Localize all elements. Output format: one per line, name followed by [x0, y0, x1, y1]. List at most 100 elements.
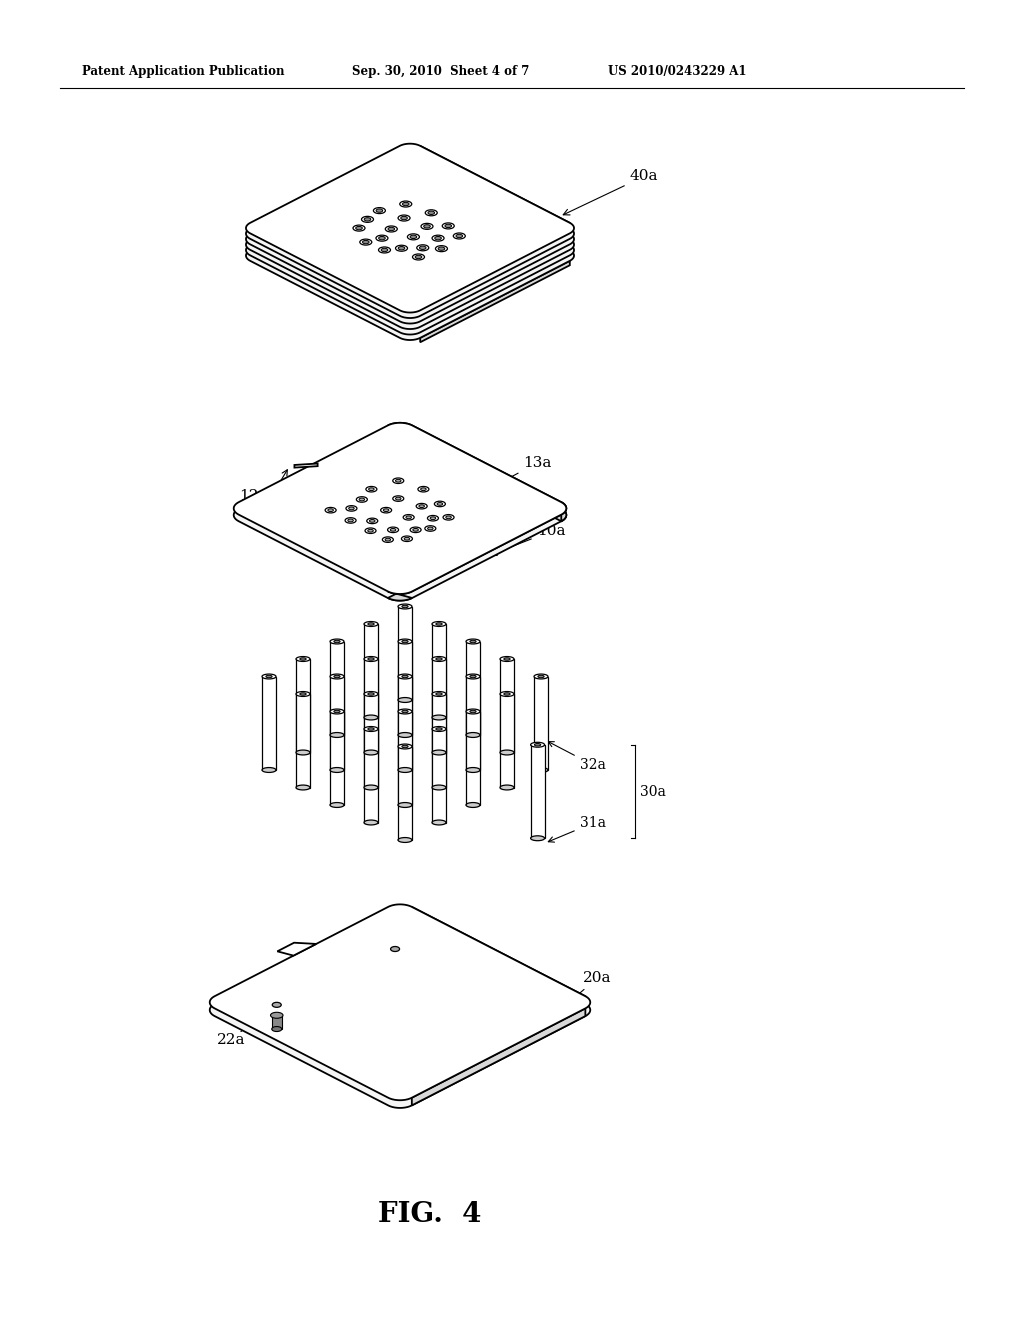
Text: 13a: 13a — [446, 455, 552, 511]
Ellipse shape — [534, 675, 548, 678]
Ellipse shape — [466, 675, 480, 678]
Ellipse shape — [534, 767, 548, 772]
Ellipse shape — [432, 726, 446, 731]
Ellipse shape — [369, 488, 374, 491]
Ellipse shape — [432, 622, 446, 627]
Ellipse shape — [436, 623, 442, 626]
Text: 12a: 12a — [240, 490, 268, 503]
Bar — [500, 694, 514, 788]
Ellipse shape — [388, 227, 394, 231]
Bar — [398, 642, 412, 735]
Ellipse shape — [435, 246, 447, 252]
Ellipse shape — [504, 657, 510, 660]
Ellipse shape — [365, 528, 376, 533]
Ellipse shape — [330, 733, 344, 738]
Polygon shape — [420, 162, 569, 244]
Ellipse shape — [390, 946, 399, 952]
Ellipse shape — [330, 803, 344, 808]
Polygon shape — [420, 173, 569, 255]
Ellipse shape — [398, 215, 410, 220]
Ellipse shape — [398, 605, 412, 609]
Ellipse shape — [366, 487, 377, 492]
Ellipse shape — [364, 820, 378, 825]
Polygon shape — [412, 907, 586, 1005]
Ellipse shape — [330, 675, 344, 678]
Bar — [364, 729, 378, 822]
Ellipse shape — [421, 223, 433, 230]
Ellipse shape — [271, 1027, 282, 1031]
Polygon shape — [246, 160, 574, 329]
Ellipse shape — [420, 246, 426, 249]
Polygon shape — [412, 1008, 586, 1105]
Polygon shape — [246, 149, 574, 318]
Ellipse shape — [398, 767, 412, 772]
Ellipse shape — [359, 498, 365, 500]
Bar — [330, 642, 344, 735]
Ellipse shape — [364, 750, 378, 755]
Ellipse shape — [432, 750, 446, 755]
Ellipse shape — [500, 785, 514, 789]
Ellipse shape — [408, 234, 420, 240]
Polygon shape — [420, 239, 569, 321]
Bar — [271, 1015, 282, 1030]
Ellipse shape — [368, 727, 374, 730]
Ellipse shape — [432, 820, 446, 825]
Ellipse shape — [330, 767, 344, 772]
Ellipse shape — [368, 623, 374, 626]
Ellipse shape — [381, 248, 388, 252]
Ellipse shape — [364, 785, 378, 789]
Polygon shape — [278, 942, 316, 956]
Bar — [330, 711, 344, 805]
Polygon shape — [210, 904, 590, 1101]
Ellipse shape — [436, 727, 442, 730]
Ellipse shape — [466, 709, 480, 714]
Polygon shape — [246, 144, 574, 313]
Ellipse shape — [434, 502, 445, 507]
Ellipse shape — [432, 656, 446, 661]
Ellipse shape — [382, 537, 393, 543]
Polygon shape — [420, 168, 569, 249]
Ellipse shape — [530, 836, 545, 841]
Bar — [432, 624, 446, 718]
Ellipse shape — [418, 487, 429, 492]
Ellipse shape — [401, 676, 409, 677]
Bar — [296, 694, 310, 788]
Ellipse shape — [348, 519, 353, 521]
Ellipse shape — [390, 528, 396, 531]
Ellipse shape — [270, 1012, 283, 1018]
Bar — [398, 747, 412, 840]
Ellipse shape — [410, 235, 417, 239]
Ellipse shape — [355, 227, 362, 230]
Ellipse shape — [364, 715, 378, 719]
Ellipse shape — [398, 247, 404, 249]
Ellipse shape — [328, 508, 334, 512]
Text: US 2010/0243229 A1: US 2010/0243229 A1 — [608, 66, 746, 78]
Ellipse shape — [361, 216, 374, 222]
Ellipse shape — [425, 525, 436, 531]
Ellipse shape — [398, 733, 412, 738]
Ellipse shape — [398, 697, 412, 702]
Ellipse shape — [334, 710, 340, 713]
Ellipse shape — [438, 247, 444, 251]
Ellipse shape — [368, 529, 374, 532]
Bar — [432, 694, 446, 788]
Ellipse shape — [417, 244, 429, 251]
Ellipse shape — [403, 515, 414, 520]
Ellipse shape — [395, 479, 401, 482]
Polygon shape — [420, 244, 569, 326]
Ellipse shape — [470, 640, 476, 643]
Text: FIG.  4: FIG. 4 — [378, 1201, 481, 1229]
Ellipse shape — [470, 710, 476, 713]
Ellipse shape — [376, 209, 383, 213]
Text: 40a: 40a — [563, 169, 658, 215]
Polygon shape — [295, 463, 317, 467]
Ellipse shape — [421, 488, 426, 491]
Polygon shape — [246, 172, 574, 341]
Ellipse shape — [364, 726, 378, 731]
Text: 31a: 31a — [548, 816, 605, 842]
Ellipse shape — [398, 838, 412, 842]
Text: 22a: 22a — [217, 1034, 246, 1047]
Ellipse shape — [470, 676, 476, 677]
Ellipse shape — [415, 255, 422, 259]
Ellipse shape — [428, 211, 434, 214]
